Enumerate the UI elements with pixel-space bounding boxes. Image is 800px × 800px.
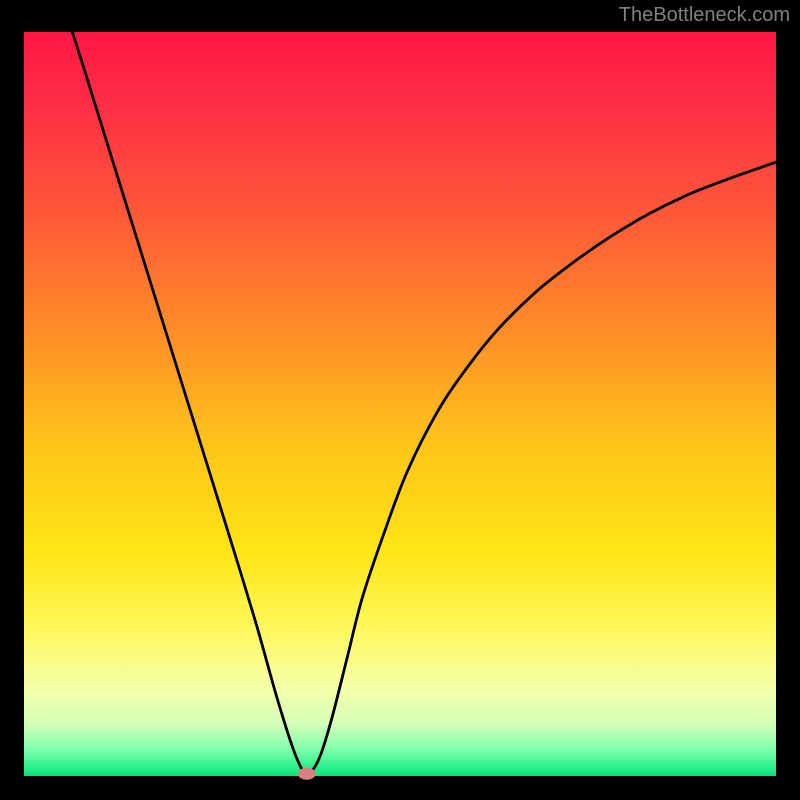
chart-gradient-bg bbox=[24, 32, 776, 776]
watermark-text: TheBottleneck.com bbox=[619, 4, 790, 27]
optimal-point-marker bbox=[298, 768, 316, 780]
chart-svg bbox=[0, 0, 800, 800]
bottleneck-chart: TheBottleneck.com bbox=[0, 0, 800, 800]
